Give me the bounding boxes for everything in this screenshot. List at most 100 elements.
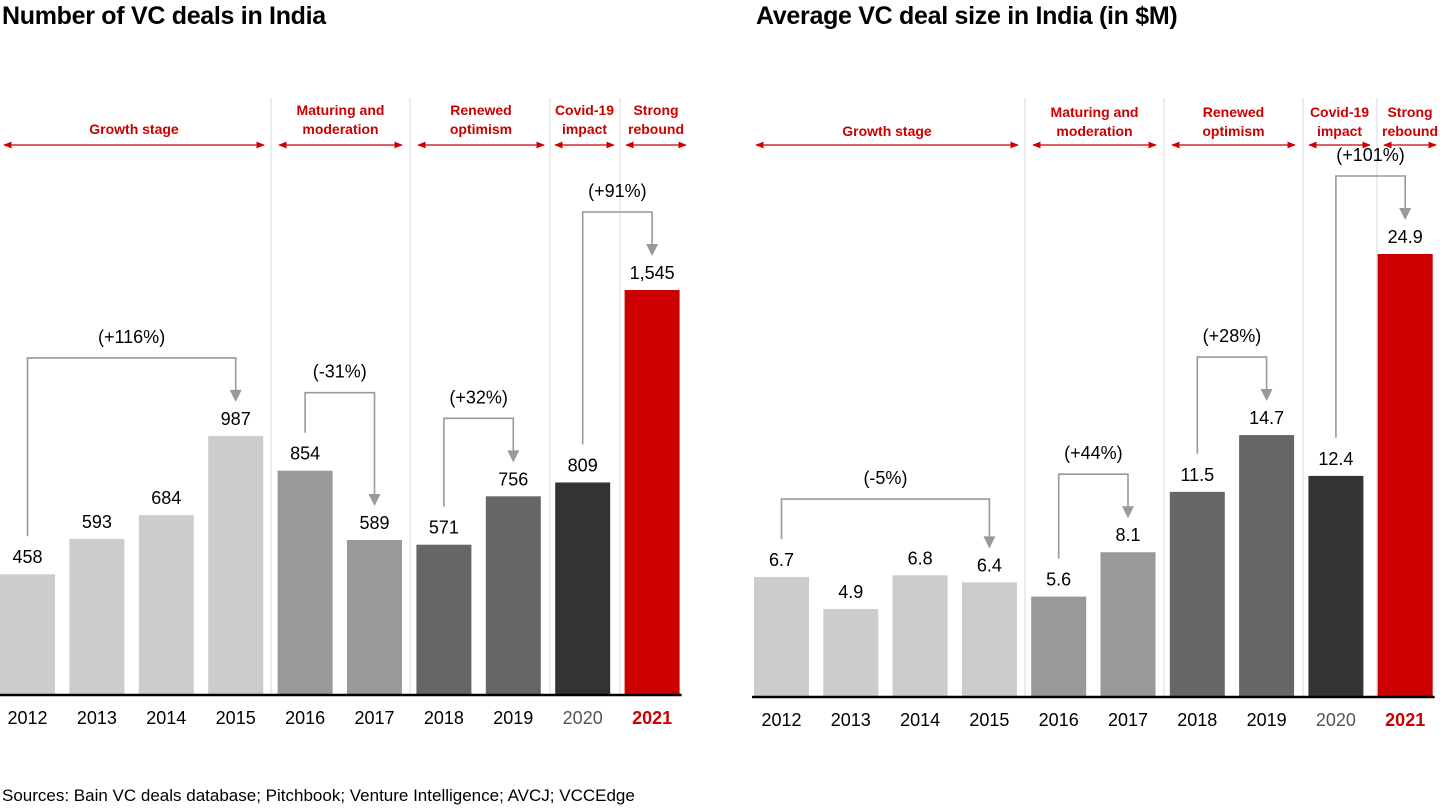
deals-value-label: 854	[290, 444, 320, 464]
size-bar-2012	[754, 577, 809, 696]
deals-x-tick-label: 2018	[424, 708, 464, 728]
deals-bar-2021	[624, 290, 680, 694]
deals-phase-label: rebound	[628, 121, 684, 137]
deals-change-arrowhead	[646, 244, 659, 256]
size-phase-label: Growth stage	[842, 123, 932, 139]
deals-x-tick-label: 2017	[354, 708, 394, 728]
size-phase-label: optimism	[1202, 123, 1264, 139]
size-change-connector	[1057, 473, 1129, 559]
size-value-label: 11.5	[1180, 465, 1214, 485]
deals-change-label: (+32%)	[449, 387, 508, 407]
size-change-label: (+44%)	[1064, 443, 1123, 463]
deals-phase-label: moderation	[302, 121, 378, 137]
size-value-label: 6.4	[977, 555, 1002, 575]
deals-value-label: 684	[151, 488, 181, 508]
size-value-label: 4.9	[838, 582, 863, 602]
size-x-tick-label: 2014	[900, 710, 940, 730]
deals-x-tick-label: 2013	[77, 708, 117, 728]
deals-bar-2018	[416, 544, 472, 694]
deals-bar-2019	[485, 496, 541, 694]
size-x-tick-label: 2020	[1316, 710, 1356, 730]
size-x-tick-label: 2017	[1108, 710, 1148, 730]
deals-value-label: 987	[221, 409, 251, 429]
size-x-tick-label: 2016	[1039, 710, 1079, 730]
deals-value-label: 589	[359, 513, 389, 533]
deals-bar-2016	[277, 470, 333, 694]
deals-change-label: (-31%)	[313, 362, 367, 382]
deals-change-arrowhead	[229, 389, 242, 402]
chart-title-deal-count: Number of VC deals in India	[2, 2, 326, 30]
size-change-label: (+101%)	[1336, 145, 1405, 165]
deals-x-tick-label: 2019	[493, 708, 533, 728]
deals-bar-2013	[69, 538, 125, 694]
size-bar-2015	[961, 582, 1017, 696]
size-bar-2016	[1031, 596, 1087, 696]
size-phase-label: rebound	[1382, 123, 1438, 139]
deals-change-arrowhead	[507, 450, 520, 463]
size-phase-label: Covid-19	[1310, 104, 1369, 120]
size-change-arrowhead	[1399, 208, 1412, 220]
deals-change-connector	[26, 357, 237, 537]
source-note: Sources: Bain VC deals database; Pitchbo…	[2, 786, 635, 805]
deals-bar-2012	[0, 574, 55, 694]
deals-value-label: 593	[82, 512, 112, 532]
size-phase-label: Maturing and	[1051, 104, 1139, 120]
deals-value-label: 809	[568, 455, 598, 475]
deals-change-arrowhead	[368, 493, 381, 506]
deals-bar-2017	[347, 539, 402, 694]
size-x-tick-label: 2018	[1177, 710, 1217, 730]
deals-phase-label: Strong	[633, 102, 678, 118]
size-value-label: 6.8	[908, 548, 933, 568]
deals-phase-label: optimism	[450, 121, 512, 137]
size-bar-2014	[892, 575, 948, 696]
size-phase-label: impact	[1317, 123, 1362, 139]
size-change-connector	[1335, 175, 1406, 438]
deals-phase-label: impact	[562, 121, 607, 137]
deals-bar-2020	[555, 482, 611, 694]
size-change-connector	[1196, 356, 1268, 454]
deals-x-tick-label: 2015	[216, 708, 256, 728]
size-bar-2021	[1377, 254, 1433, 696]
chart-title-deal-size: Average VC deal size in India (in $M)	[756, 2, 1178, 30]
size-change-arrowhead	[1122, 506, 1134, 519]
size-change-label: (+28%)	[1203, 326, 1262, 346]
size-phase-label: Strong	[1387, 104, 1432, 120]
deals-value-label: 571	[429, 518, 459, 538]
size-x-tick-label: 2019	[1247, 710, 1287, 730]
size-x-tick-label: 2021	[1385, 710, 1425, 730]
deals-change-connector	[581, 211, 653, 445]
size-value-label: 14.7	[1249, 408, 1284, 428]
size-value-label: 24.9	[1388, 227, 1423, 247]
deals-value-label: 1,545	[630, 263, 675, 283]
deals-bar-2015	[208, 435, 264, 694]
size-phase-label: moderation	[1056, 123, 1132, 139]
deals-change-label: (+116%)	[98, 327, 165, 347]
deals-change-connector	[304, 391, 376, 496]
size-value-label: 5.6	[1046, 570, 1071, 590]
deals-x-tick-label: 2016	[285, 708, 325, 728]
deals-phase-label: Covid-19	[555, 102, 614, 118]
deals-x-tick-label: 2021	[632, 708, 672, 728]
size-phase-label: Renewed	[1203, 104, 1264, 120]
deals-phase-label: Renewed	[450, 102, 511, 118]
deals-change-connector	[443, 417, 515, 507]
size-change-arrowhead	[983, 536, 996, 549]
deals-bar-2014	[138, 515, 194, 694]
deals-change-label: (+91%)	[588, 181, 647, 201]
size-bar-2020	[1308, 475, 1364, 696]
deals-phase-label: Growth stage	[89, 121, 179, 137]
size-value-label: 8.1	[1115, 525, 1140, 545]
size-bar-2013	[823, 609, 879, 696]
size-change-label: (-5%)	[863, 468, 907, 488]
size-value-label: 6.7	[769, 550, 794, 570]
deals-value-label: 756	[498, 469, 528, 489]
deals-x-tick-label: 2012	[7, 708, 47, 728]
deals-x-tick-label: 2020	[563, 708, 603, 728]
size-bar-2017	[1100, 552, 1156, 696]
size-value-label: 12.4	[1318, 449, 1353, 469]
deals-x-tick-label: 2014	[146, 708, 186, 728]
size-change-arrowhead	[1260, 389, 1273, 402]
deals-value-label: 458	[12, 547, 42, 567]
size-x-tick-label: 2013	[831, 710, 871, 730]
